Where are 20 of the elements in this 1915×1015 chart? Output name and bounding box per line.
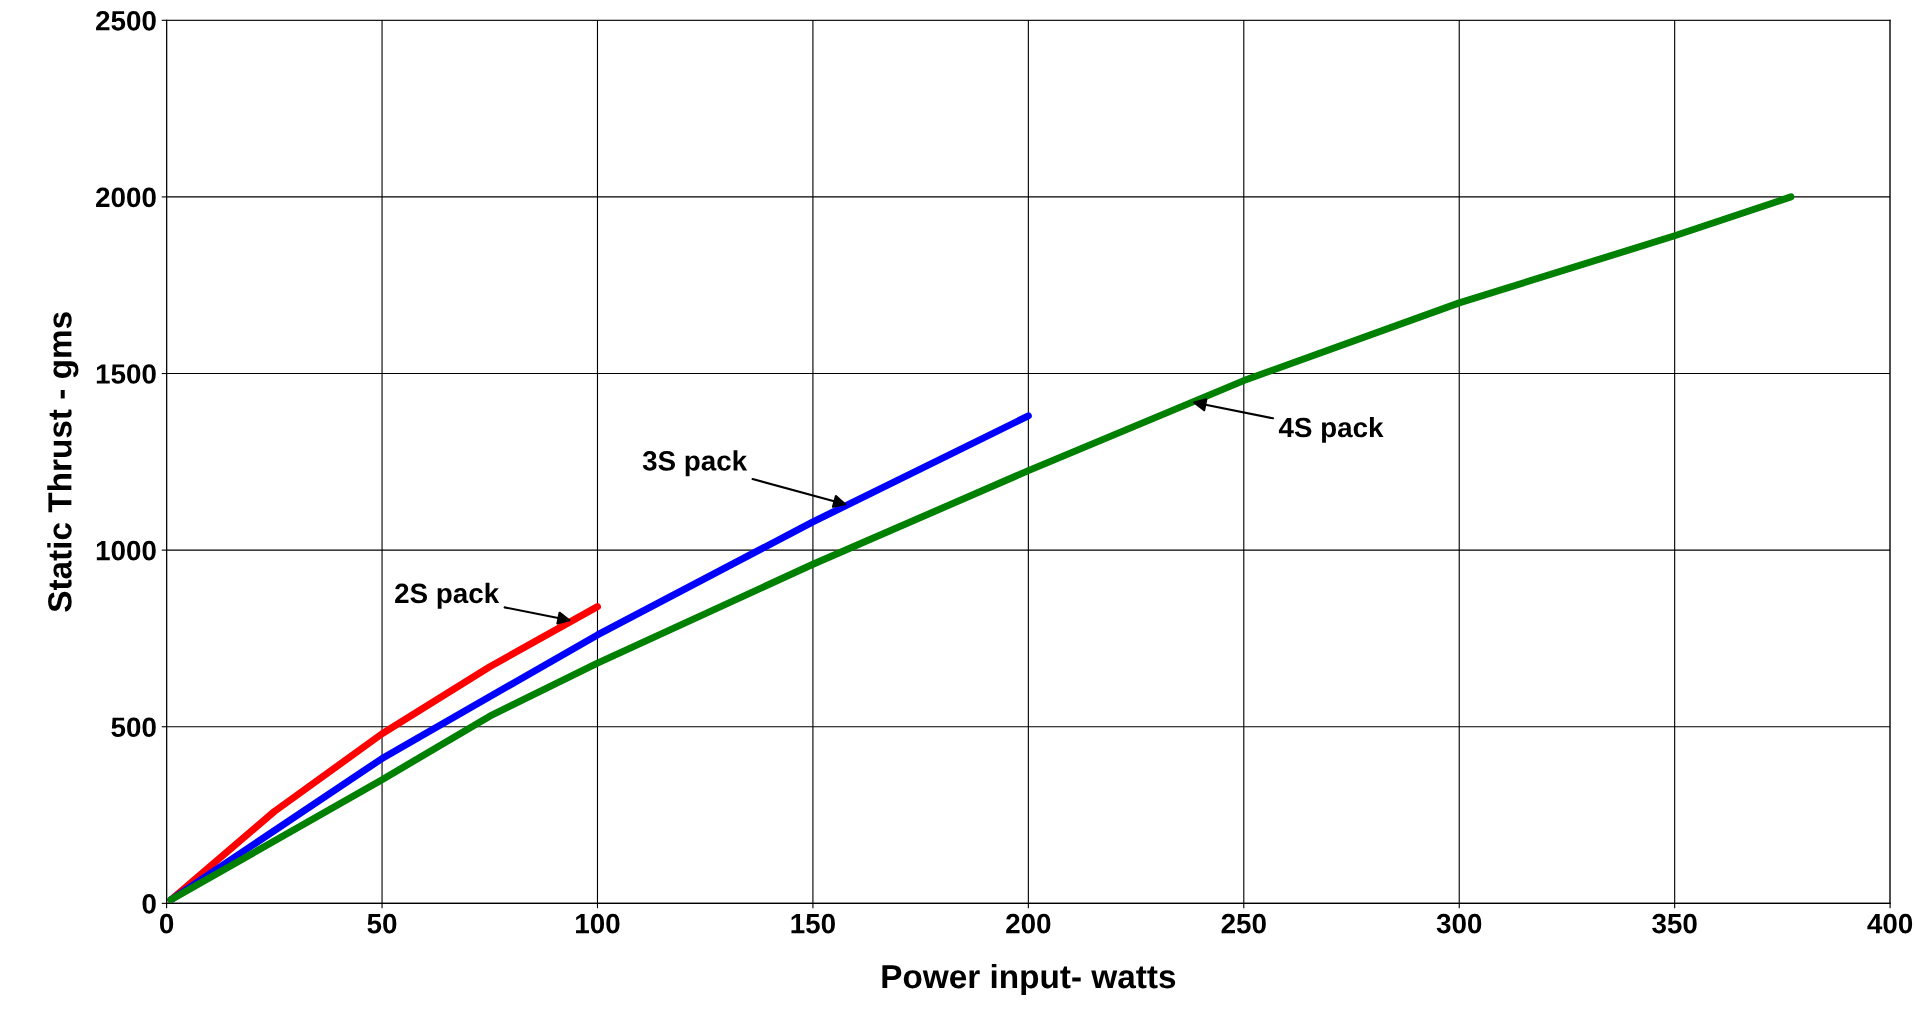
annotation: 3S pack — [642, 450, 748, 477]
annotation: 2S pack — [395, 582, 500, 609]
y-tick-label: 2000 — [96, 187, 156, 208]
x-axis-title: Power input- watts — [882, 963, 1176, 996]
y-tick-label: 1500 — [96, 364, 156, 384]
x-tick-label: 100 — [576, 913, 620, 934]
x-tick-label: 400 — [1867, 913, 1913, 934]
y-tick-label: 1000 — [96, 540, 156, 561]
x-tick-label: 200 — [1006, 913, 1051, 934]
x-tick-label: 300 — [1436, 913, 1482, 934]
x-tick-label: 350 — [1652, 913, 1697, 934]
x-tick-label: 0 — [159, 913, 174, 934]
annotation: 4S pack — [1278, 416, 1384, 443]
y-tick-label: 0 — [142, 894, 156, 914]
y-tick-label: 500 — [111, 717, 156, 738]
x-tick-label: 150 — [791, 913, 835, 934]
x-tick-label: 250 — [1221, 913, 1266, 934]
y-axis-title: Static Thrust - gms — [47, 312, 79, 612]
x-tick-label: 50 — [367, 913, 397, 934]
y-tick-label: 2500 — [96, 10, 156, 31]
